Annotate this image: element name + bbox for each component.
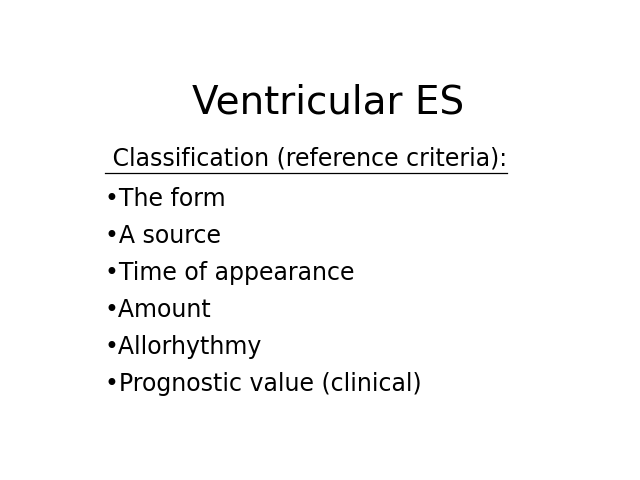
Text: •Allorhythmy: •Allorhythmy xyxy=(105,335,262,359)
Text: •Amount: •Amount xyxy=(105,298,212,322)
Text: •The form: •The form xyxy=(105,187,225,211)
Text: •A source: •A source xyxy=(105,224,221,248)
Text: •Prognostic value (clinical): •Prognostic value (clinical) xyxy=(105,372,421,396)
Text: Classification (reference criteria):: Classification (reference criteria): xyxy=(105,146,507,170)
Text: Ventricular ES: Ventricular ES xyxy=(192,84,464,121)
Text: •Time of appearance: •Time of appearance xyxy=(105,261,355,285)
